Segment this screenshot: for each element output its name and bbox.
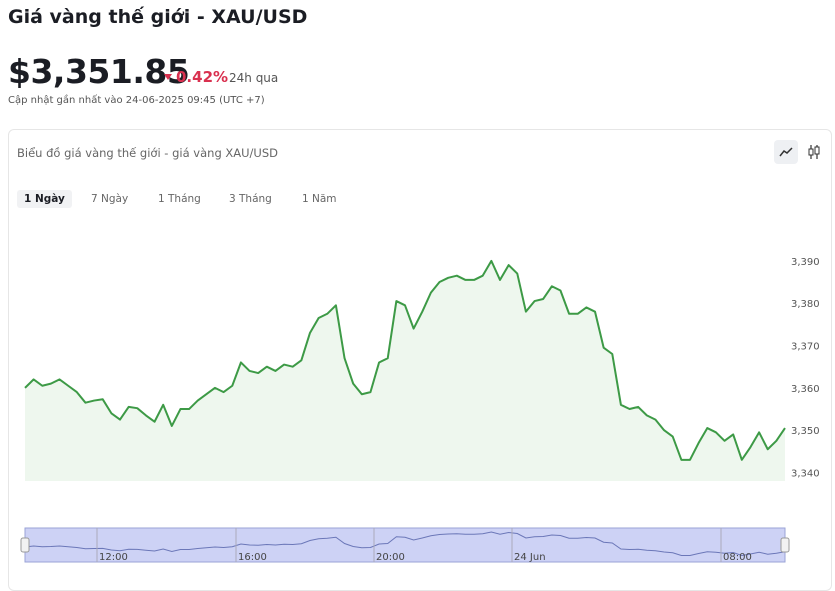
navigator-handle[interactable] <box>780 537 790 553</box>
navigator-handle[interactable] <box>20 537 30 553</box>
navigator-label: 16:00 <box>238 552 267 563</box>
line-mode-button[interactable] <box>774 140 798 164</box>
y-tick-label: 3,360 <box>791 384 820 395</box>
candle-icon <box>808 145 820 159</box>
range-tab[interactable]: 1 Tháng <box>158 193 201 205</box>
chart: 3,340 3,350 3,360 3,370 3,380 3,390 12:00 16:00… <box>20 257 820 563</box>
updated-time: Cập nhật gần nhất vào 24-06-2025 09:45 (… <box>8 95 265 106</box>
y-tick-label: 3,390 <box>791 257 820 268</box>
navigator-label: 20:00 <box>376 552 405 563</box>
y-tick-label: 3,380 <box>791 299 820 310</box>
page: {"header": {"title": "Giá vàng thế giới … <box>8 6 832 591</box>
down-icon <box>164 74 172 80</box>
price-change: 0.42% <box>176 68 229 86</box>
navigator-label: 24 Jun <box>514 552 546 563</box>
navigator-label: 12:00 <box>99 552 128 563</box>
range-tab[interactable]: 3 Tháng <box>229 193 272 205</box>
y-tick-label: 3,370 <box>791 342 820 353</box>
range-tab[interactable]: 1 Năm <box>302 193 337 205</box>
chart-title: Biểu đồ giá vàng thế giới - giá vàng XAU… <box>17 146 279 160</box>
navigator-window <box>24 527 786 563</box>
range-tab[interactable]: 7 Ngày <box>91 193 129 205</box>
line-icon <box>779 147 793 157</box>
navigator-line <box>24 531 786 557</box>
y-tick-label: 3,350 <box>791 426 820 437</box>
range-tab[interactable]: 1 Ngày <box>17 190 72 208</box>
navigator-label: 08:00 <box>723 552 752 563</box>
candle-mode-button[interactable] <box>802 140 826 164</box>
change-period: 24h qua <box>229 71 279 85</box>
area-fill <box>25 260 785 481</box>
price: $3,351.85 <box>8 52 190 91</box>
page-title: Giá vàng thế giới - XAU/USD <box>8 6 308 28</box>
price-line <box>24 259 786 461</box>
y-tick-label: 3,340 <box>791 469 820 480</box>
